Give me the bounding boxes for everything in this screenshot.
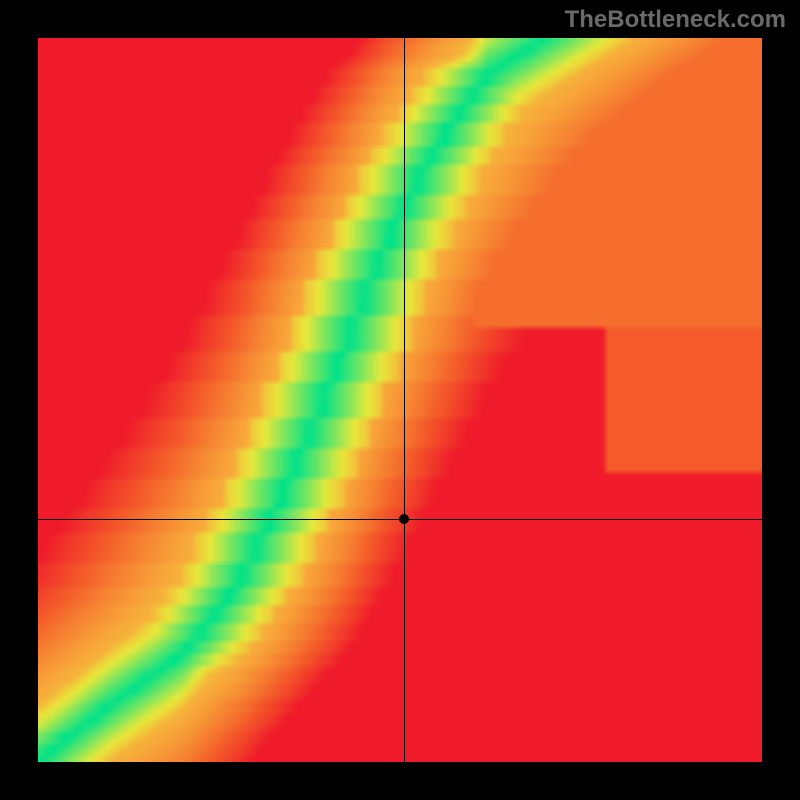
- heatmap-canvas: [38, 38, 762, 762]
- heatmap-plot: [38, 38, 762, 762]
- selected-point: [399, 514, 409, 524]
- crosshair-vertical: [404, 38, 405, 762]
- watermark-text: TheBottleneck.com: [565, 6, 786, 34]
